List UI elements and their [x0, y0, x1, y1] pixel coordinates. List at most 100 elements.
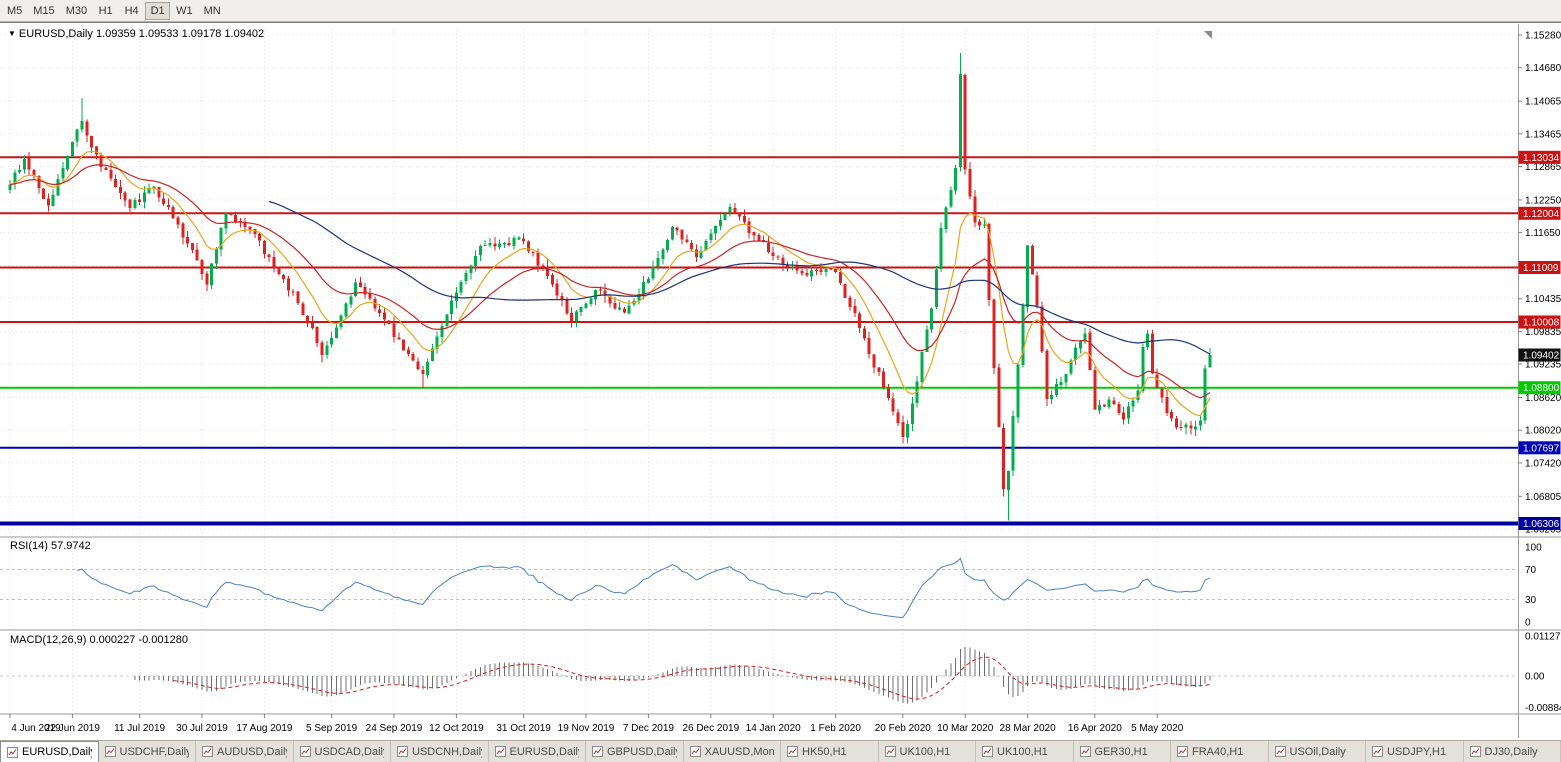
chart-tab-label: UK100,H1 — [997, 745, 1048, 758]
svg-text:17 Aug 2019: 17 Aug 2019 — [236, 723, 293, 734]
svg-text:1 Feb 2020: 1 Feb 2020 — [810, 723, 861, 734]
svg-text:1.07420: 1.07420 — [1525, 458, 1561, 469]
svg-text:30: 30 — [1525, 595, 1537, 606]
svg-text:10 Mar 2020: 10 Mar 2020 — [937, 723, 994, 734]
chart-tab-uk100-h1[interactable]: UK100,H1 — [976, 741, 1074, 762]
svg-text:1.12865: 1.12865 — [1525, 162, 1561, 173]
chart-tab-usoil-daily[interactable]: USOil,Daily — [1268, 741, 1366, 762]
mini-chart-icon — [1079, 746, 1091, 757]
svg-text:26 Dec 2019: 26 Dec 2019 — [682, 723, 739, 734]
chart-tab-label: USDJPY,H1 — [1387, 745, 1447, 758]
mini-chart-icon — [787, 746, 798, 757]
chart-tab-gbpusd-daily[interactable]: GBPUSD,Daily — [586, 741, 684, 762]
timeframe-button-w1[interactable]: W1 — [171, 2, 198, 20]
timeframe-button-m15[interactable]: M15 — [28, 2, 59, 20]
chart-window[interactable]: 1.15280 1.14680 1.14065 1.13465 1.12865 1.122… — [0, 22, 1561, 740]
timeframe-button-m30[interactable]: M30 — [61, 2, 92, 20]
svg-text:1.10008: 1.10008 — [1523, 318, 1560, 329]
svg-text:11 Jul 2019: 11 Jul 2019 — [114, 723, 165, 734]
mini-chart-icon — [494, 746, 506, 757]
svg-text:1.06805: 1.06805 — [1525, 492, 1561, 503]
chart-tab-label: USOil,Daily — [1289, 745, 1346, 758]
chart-tab-label: UK100,H1 — [899, 745, 951, 758]
chart-tabs-bar: EURUSD,Daily USDCHF,Daily AUDUSD,Daily USDC… — [0, 740, 1561, 762]
svg-text:5 May 2020: 5 May 2020 — [1131, 723, 1184, 734]
svg-text:1.06306: 1.06306 — [1523, 519, 1560, 530]
chart-tab-usdcad-daily[interactable]: USDCAD,Daily — [293, 741, 391, 762]
svg-text:14 Jan 2020: 14 Jan 2020 — [746, 723, 801, 734]
svg-text:1.10435: 1.10435 — [1525, 294, 1561, 305]
chart-tab-label: AUDUSD,Daily — [217, 745, 287, 758]
macd-indicator-label: MACD(12,26,9) 0.000227 -0.001280 — [10, 634, 188, 646]
svg-text:1.07697: 1.07697 — [1523, 443, 1560, 454]
chart-tab-eurusd-daily[interactable]: EURUSD,Daily — [488, 741, 586, 762]
svg-text:1.08800: 1.08800 — [1523, 383, 1560, 394]
svg-text:1.14065: 1.14065 — [1525, 97, 1561, 108]
price-chart-canvas[interactable]: 1.15280 1.14680 1.14065 1.13465 1.12865 1.122… — [0, 23, 1561, 741]
symbol-title: EURUSD,Daily — [18, 28, 93, 40]
mini-chart-icon — [1177, 746, 1188, 757]
mini-chart-icon — [982, 746, 993, 757]
chart-tab-fra40-h1[interactable]: FRA40,H1 — [1171, 741, 1269, 762]
svg-text:1.09235: 1.09235 — [1525, 360, 1561, 371]
svg-text:0.00: 0.00 — [1525, 672, 1545, 683]
mini-chart-icon — [104, 746, 116, 757]
chart-tab-eurusd-daily[interactable]: EURUSD,Daily — [0, 741, 99, 762]
chart-tab-label: XAUUSD,Monthly — [704, 745, 775, 758]
svg-text:4 Jun 2019: 4 Jun 2019 — [11, 723, 61, 734]
chart-tab-uk100-h1[interactable]: UK100,H1 — [878, 741, 976, 762]
chart-tab-dj30-daily[interactable]: DJ30,Daily — [1463, 741, 1561, 762]
svg-text:19 Nov 2019: 19 Nov 2019 — [558, 723, 615, 734]
mini-chart-icon — [202, 746, 213, 757]
rsi-indicator-label: RSI(14) 57.9742 — [10, 540, 91, 552]
timeframe-button-d1[interactable]: D1 — [145, 1, 171, 20]
chart-tab-label: DJ30,Daily — [1484, 745, 1538, 758]
svg-text:0: 0 — [1525, 618, 1531, 629]
svg-text:100: 100 — [1525, 543, 1542, 554]
timeframe-button-mn[interactable]: MN — [199, 2, 226, 20]
mini-chart-icon — [1469, 746, 1481, 757]
svg-text:28 Mar 2020: 28 Mar 2020 — [1000, 723, 1057, 734]
mini-chart-icon — [1274, 746, 1286, 757]
svg-text:1.12004: 1.12004 — [1523, 209, 1560, 220]
chart-tab-label: EURUSD,Daily — [509, 745, 580, 758]
mini-chart-icon — [1372, 746, 1383, 757]
chart-tab-audusd-daily[interactable]: AUDUSD,Daily — [196, 741, 294, 762]
svg-text:12 Oct 2019: 12 Oct 2019 — [429, 723, 484, 734]
chart-tab-usdchf-daily[interactable]: USDCHF,Daily — [98, 741, 196, 762]
chart-tab-hk50-h1[interactable]: HK50,H1 — [781, 741, 879, 762]
timeframe-toolbar: M5 M15 M30 H1 H4 D1 W1 MN — [0, 0, 1561, 22]
timeframe-button-m5[interactable]: M5 — [2, 2, 27, 20]
chart-tab-usdjpy-h1[interactable]: USDJPY,H1 — [1366, 741, 1464, 762]
timeframe-button-h1[interactable]: H1 — [93, 2, 118, 20]
svg-text:1.14680: 1.14680 — [1525, 63, 1561, 74]
mini-chart-icon — [689, 746, 701, 757]
chart-tab-label: USDCAD,Daily — [314, 745, 385, 758]
chart-tab-label: USDCNH,Daily — [412, 745, 482, 758]
svg-text:16 Apr 2020: 16 Apr 2020 — [1068, 723, 1122, 734]
svg-text:1.12250: 1.12250 — [1525, 195, 1561, 206]
svg-text:31 Oct 2019: 31 Oct 2019 — [496, 723, 551, 734]
svg-text:1.08620: 1.08620 — [1525, 393, 1561, 404]
mini-chart-icon — [7, 746, 18, 758]
chart-tab-xauusd-monthly[interactable]: XAUUSD,Monthly — [683, 741, 781, 762]
svg-text:30 Jul 2019: 30 Jul 2019 — [176, 723, 228, 734]
svg-text:1.15280: 1.15280 — [1525, 31, 1561, 42]
mini-chart-icon — [397, 746, 408, 757]
mini-chart-icon — [299, 746, 311, 757]
svg-text:7 Dec 2019: 7 Dec 2019 — [623, 723, 675, 734]
chart-tab-label: GBPUSD,Daily — [607, 745, 677, 758]
svg-text:22 Jun 2019: 22 Jun 2019 — [45, 723, 100, 734]
svg-text:5 Sep 2019: 5 Sep 2019 — [306, 723, 358, 734]
collapse-triangle-icon[interactable]: ▼ — [8, 29, 16, 38]
chart-tab-label: EURUSD,Daily — [22, 746, 92, 758]
chart-tab-usdcnh-daily[interactable]: USDCNH,Daily — [391, 741, 489, 762]
chart-shift-marker — [1204, 31, 1212, 39]
svg-text:0.011277: 0.011277 — [1525, 632, 1561, 643]
svg-text:24 Sep 2019: 24 Sep 2019 — [366, 723, 423, 734]
svg-text:1.11009: 1.11009 — [1523, 263, 1559, 274]
chart-tab-ger30-h1[interactable]: GER30,H1 — [1073, 741, 1171, 762]
mini-chart-icon — [592, 746, 603, 757]
timeframe-button-h4[interactable]: H4 — [119, 2, 144, 20]
svg-text:1.13465: 1.13465 — [1525, 129, 1561, 140]
